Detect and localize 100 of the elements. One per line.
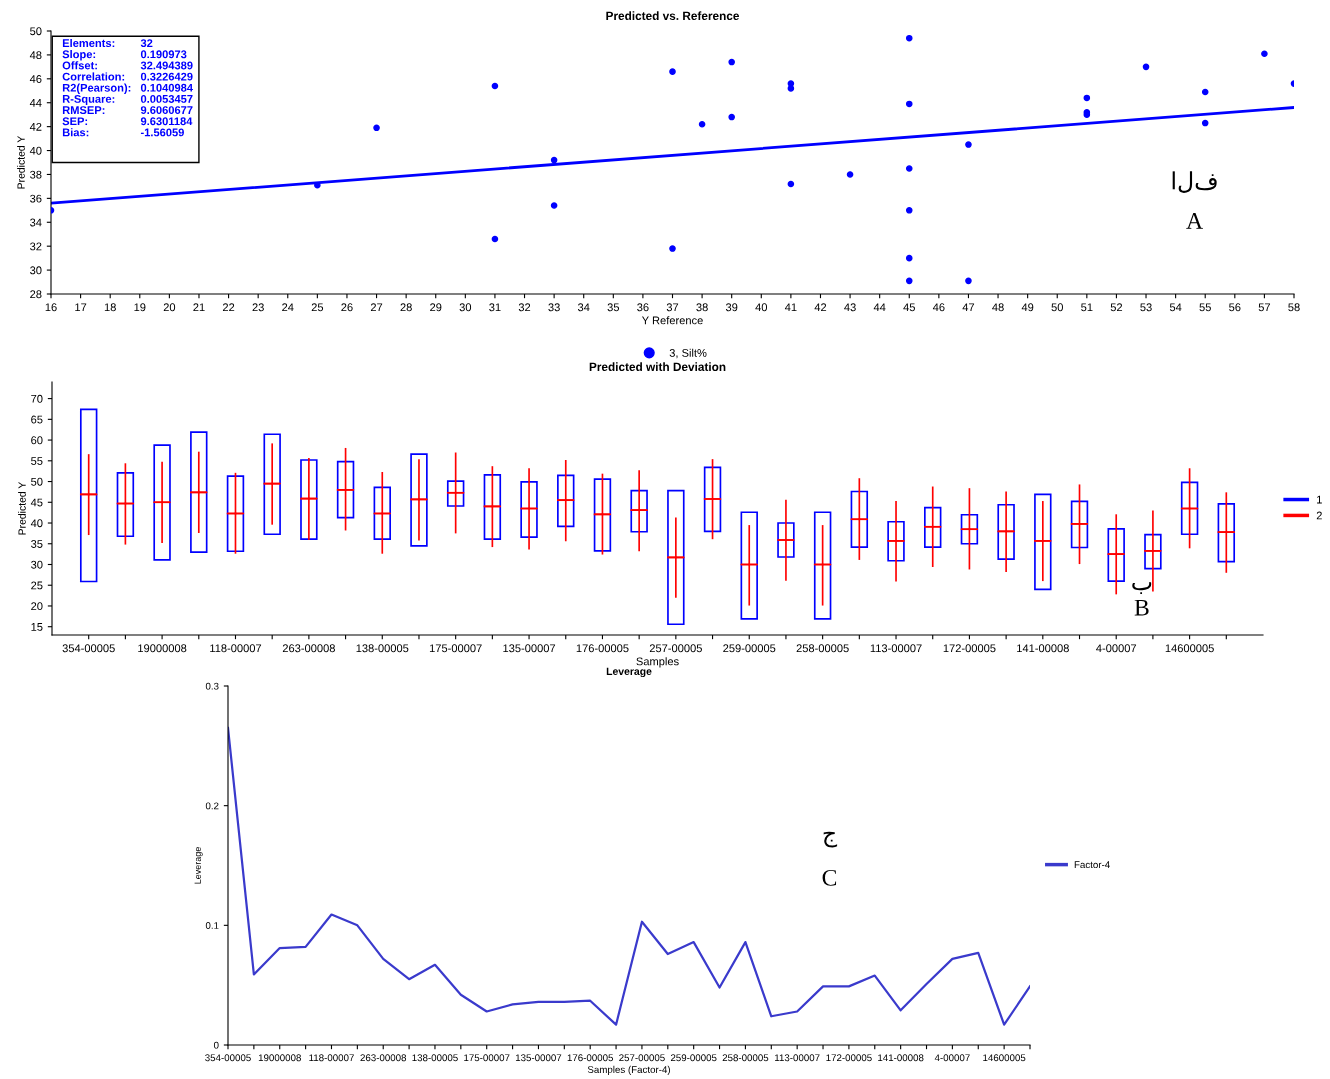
x-tick-label: 56 (1229, 303, 1241, 312)
x-tick-label: 135-00007 (503, 644, 556, 653)
x-tick-label: 23 (252, 303, 264, 312)
annotation: R-Square: (62, 95, 115, 106)
x-tick-label: 258-00005 (722, 1054, 769, 1062)
x-tick-label: 259-00005 (723, 644, 776, 653)
y-tick-label: 50 (31, 477, 43, 486)
y-tick-label: 70 (31, 394, 43, 403)
annotation: Offset: (62, 61, 97, 70)
y-tick-label: 40 (29, 146, 42, 155)
x-tick-label: 38 (696, 303, 708, 312)
y-tick-label: 42 (29, 122, 42, 131)
x-tick-label: 34 (577, 303, 590, 312)
x-tick-label: 40 (755, 303, 768, 312)
y-tick-label: 50 (30, 27, 42, 36)
annotation: 0.1040984 (140, 83, 193, 92)
annotation: ب (1132, 582, 1152, 595)
annotation: A (1186, 213, 1203, 229)
y-tick-label: 46 (29, 75, 42, 83)
legend-label: Factor-4 (1074, 861, 1110, 869)
x-tick-label: 4-00007 (934, 1054, 970, 1062)
annotation: 0.190973 (140, 50, 187, 59)
x-tick-label: 257-00005 (649, 644, 702, 653)
x-tick-label: 14600005 (1165, 644, 1214, 653)
y-tick-label: 55 (31, 457, 43, 465)
x-tick-label: 20 (163, 303, 176, 312)
y-tick-label: 0.3 (205, 682, 219, 690)
x-tick-label: 29 (430, 303, 442, 312)
x-tick-label: 33 (548, 303, 560, 312)
annotation: SEP: (62, 117, 88, 126)
chart-title: Leverage (606, 667, 652, 678)
chart-title: Predicted with Deviation (589, 362, 726, 372)
y-tick-label: 38 (30, 170, 42, 179)
x-axis-title: Y Reference (641, 316, 703, 325)
x-tick-label: 354-00005 (62, 644, 115, 653)
x-tick-label: 138-00005 (412, 1054, 458, 1062)
y-tick-label: 25 (31, 581, 43, 590)
annotation: Correlation: (62, 72, 125, 81)
x-tick-label: 53 (1140, 303, 1152, 312)
x-tick-label: 22 (222, 303, 235, 312)
y-tick-label: 0.1 (205, 922, 219, 929)
x-tick-label: 263-00008 (282, 644, 335, 653)
annotation: C (822, 869, 837, 886)
x-tick-label: 28 (400, 303, 412, 312)
x-tick-label: 113-00007 (775, 1054, 820, 1062)
x-tick-label: 42 (814, 303, 827, 312)
annotation: Bias: (62, 128, 89, 137)
annotation: 0.0053457 (140, 95, 193, 103)
x-tick-label: 44 (873, 303, 886, 312)
x-axis-title: Samples (636, 657, 679, 668)
x-tick-label: 21 (193, 303, 205, 312)
y-tick-label: 60 (31, 436, 43, 445)
x-tick-label: 45 (903, 303, 915, 312)
annotation: Elements: (62, 38, 115, 48)
annotation: RMSEP: (62, 106, 105, 115)
y-axis-title: Leverage (194, 847, 203, 884)
x-tick-label: 16 (45, 303, 57, 312)
y-tick-label: 0.2 (205, 802, 219, 810)
x-tick-label: 135-00007 (515, 1054, 562, 1062)
x-tick-label: 50 (1051, 303, 1063, 312)
legend-label: 3, Silt% (669, 348, 707, 359)
x-tick-label: 48 (992, 303, 1004, 312)
y-axis-title: Predicted Y (17, 135, 25, 189)
annotation: 9.6060677 (140, 106, 193, 115)
y-tick-label: 30 (31, 560, 43, 569)
x-tick-label: 172-00005 (826, 1054, 872, 1062)
x-tick-label: 4-00007 (1096, 644, 1137, 653)
x-tick-label: 24 (282, 303, 294, 312)
x-tick-label: 18 (104, 303, 116, 312)
x-tick-label: 31 (489, 303, 501, 312)
x-tick-label: 46 (932, 303, 945, 312)
x-tick-label: 51 (1081, 303, 1093, 312)
y-tick-label: 44 (29, 99, 42, 107)
y-tick-label: 0 (213, 1041, 219, 1049)
x-tick-label: 19000008 (258, 1054, 301, 1062)
x-tick-label: 52 (1110, 303, 1123, 312)
x-tick-label: 257-00005 (619, 1054, 665, 1062)
x-axis-title: Samples (Factor-4) (587, 1065, 670, 1075)
y-tick-label: 32 (30, 242, 42, 251)
x-tick-label: 354-00005 (205, 1054, 251, 1062)
x-tick-label: 54 (1169, 303, 1182, 312)
annotation: Slope: (62, 50, 96, 61)
x-tick-label: 263-00008 (360, 1054, 407, 1062)
x-tick-label: 43 (844, 303, 856, 312)
legend-label: 1 (1317, 495, 1322, 504)
x-tick-label: 19000008 (138, 644, 187, 653)
y-tick-label: 28 (30, 290, 42, 299)
y-tick-label: 35 (31, 540, 43, 548)
x-tick-label: 30 (459, 303, 472, 312)
annotation: 32 (140, 39, 153, 48)
annotation: B (1134, 599, 1149, 616)
x-tick-label: 19 (134, 303, 146, 312)
x-tick-label: 118-00007 (309, 1054, 354, 1062)
x-tick-label: 35 (607, 303, 620, 312)
annotation: 32.494389 (140, 61, 193, 70)
x-tick-label: 49 (1021, 303, 1034, 312)
x-tick-label: 41 (784, 303, 797, 312)
y-tick-label: 45 (30, 498, 43, 507)
x-tick-label: 57 (1258, 303, 1271, 312)
y-tick-label: 30 (30, 266, 42, 275)
